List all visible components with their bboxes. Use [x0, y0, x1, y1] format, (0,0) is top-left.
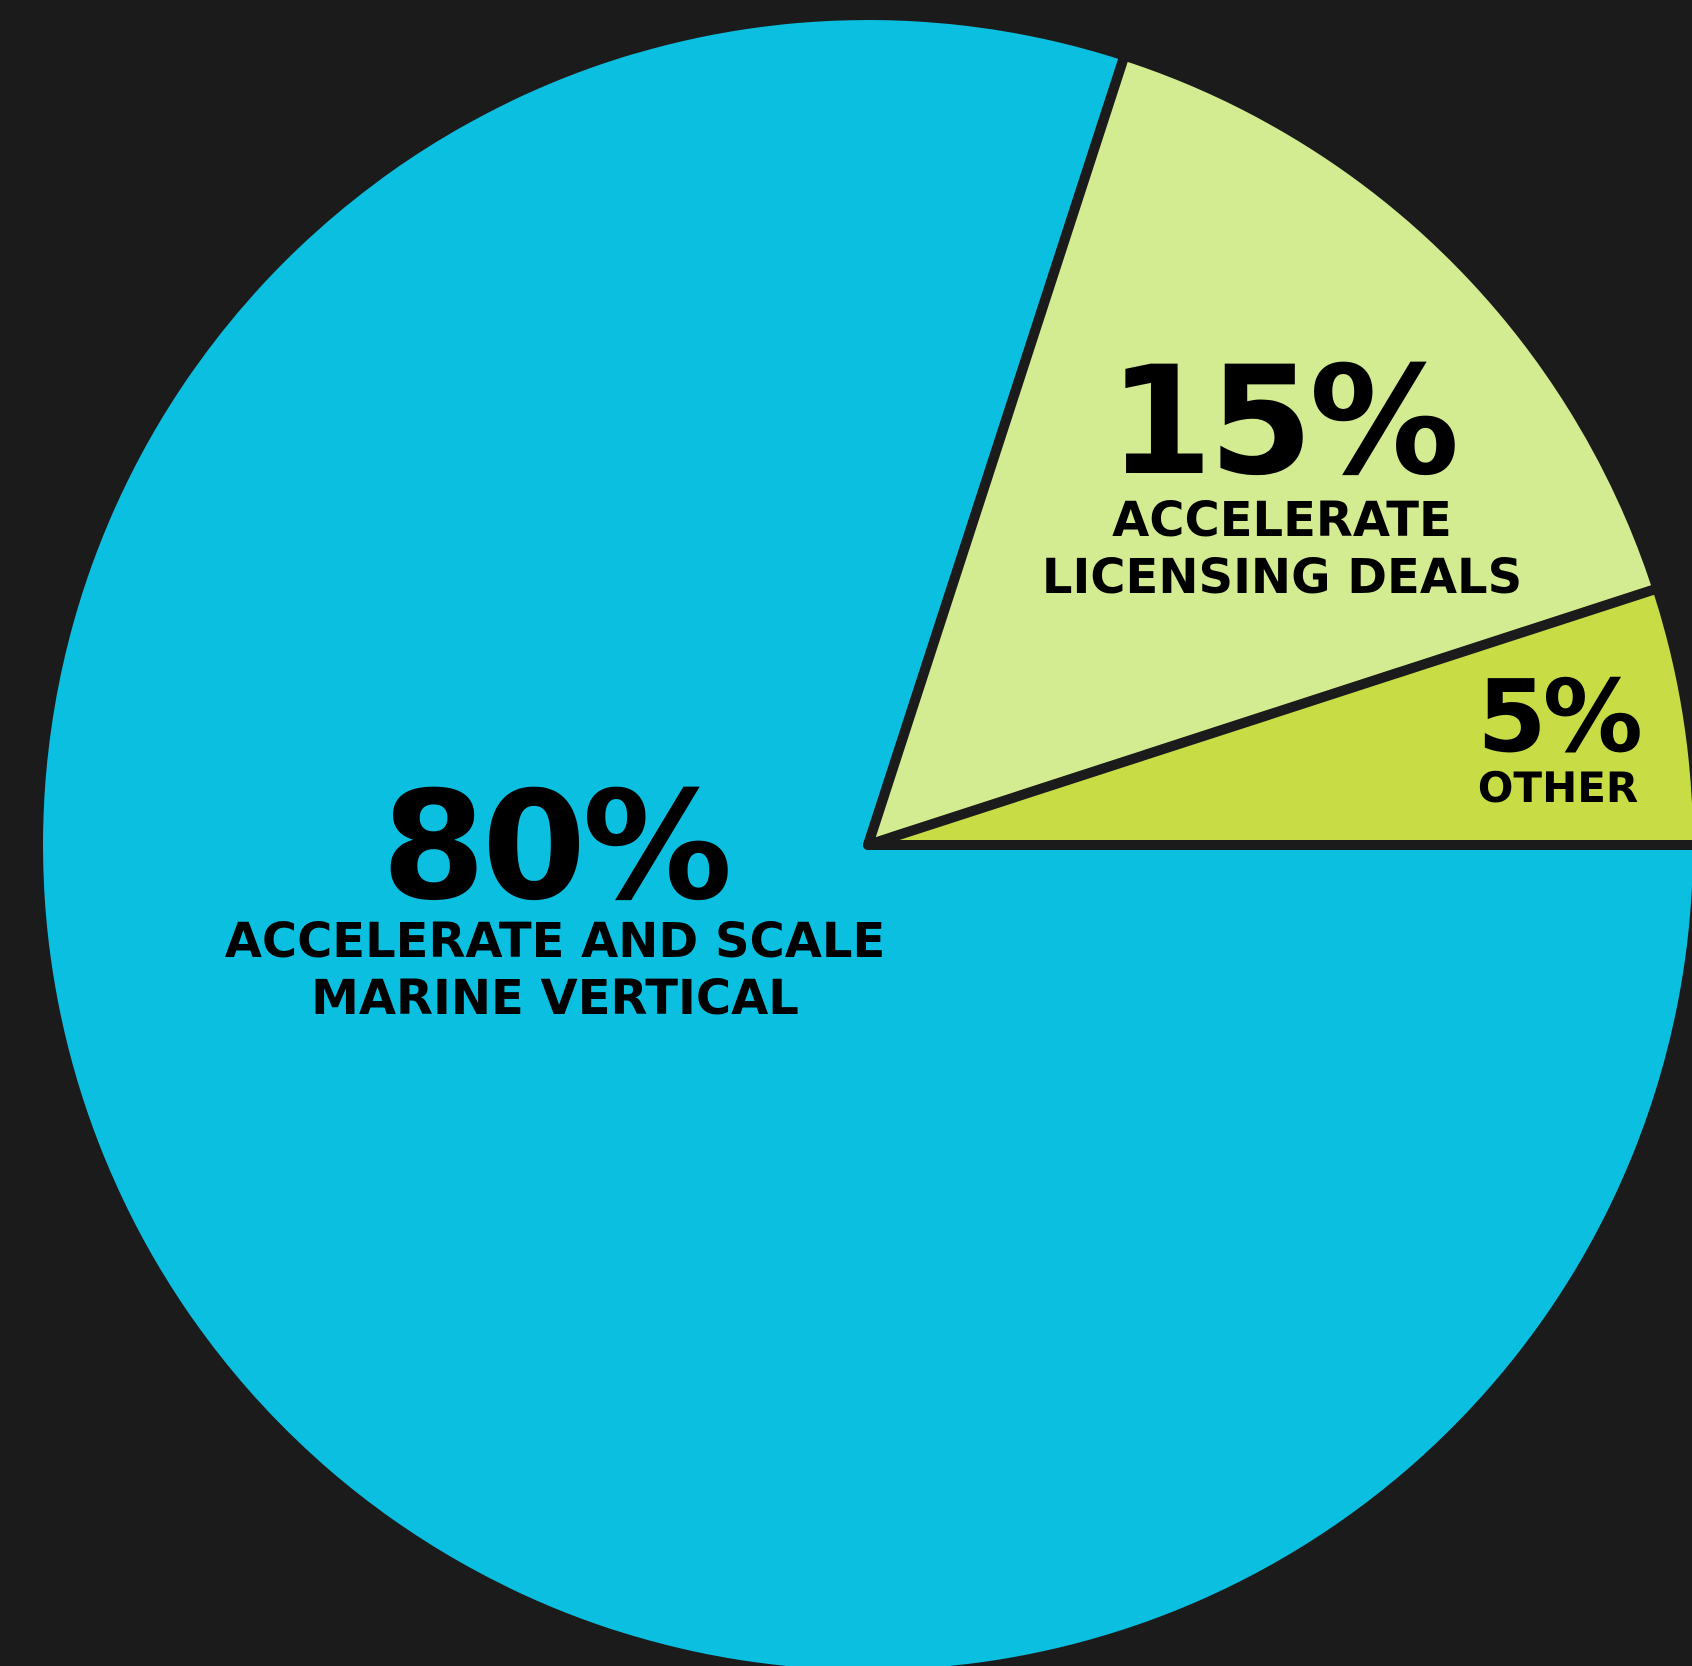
slice-value-label: 80%: [381, 760, 728, 934]
slice-category-label: LICENSING DEALS: [1042, 549, 1522, 605]
pie-slice-3: [863, 583, 1692, 850]
slice-value-label: 5%: [1477, 658, 1641, 775]
pie-slices: [33, 10, 1692, 1666]
slice-category-label: ACCELERATE AND SCALE: [225, 913, 886, 969]
slice-value-label: 15%: [1108, 335, 1455, 509]
slice-category-label: ACCELERATE: [1112, 492, 1452, 548]
slice-category-label: MARINE VERTICAL: [311, 970, 799, 1026]
slice-category-label: OTHER: [1478, 763, 1639, 812]
